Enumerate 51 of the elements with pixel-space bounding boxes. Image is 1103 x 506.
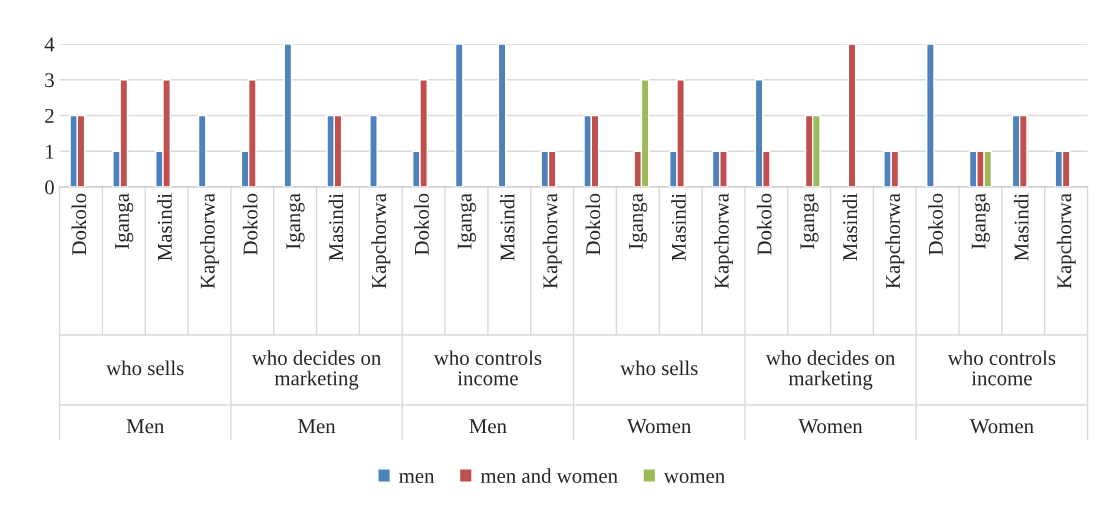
x-tick-label: Dokolo — [928, 193, 943, 255]
text: Men — [469, 419, 507, 434]
x-tick-label: Dokolo — [756, 193, 772, 255]
x-tick-label: Iganga — [115, 193, 134, 249]
y-tick-label: 4 — [44, 37, 55, 52]
text: who controls income — [947, 350, 1056, 386]
x-tick-label: Dokolo — [585, 193, 601, 255]
text: who sells — [620, 360, 698, 376]
x-tick-label: Masindi — [157, 193, 172, 261]
bar — [847, 44, 857, 187]
x-tick-label: Masindi — [842, 193, 858, 261]
y-tick-label: 2 — [45, 108, 54, 123]
legend-label: women — [663, 473, 725, 484]
legend-label: men and women — [480, 468, 618, 484]
x-tick-label: Dokolo — [414, 193, 429, 255]
bar — [369, 114, 378, 187]
text: Men — [126, 419, 165, 434]
text: Women — [969, 419, 1034, 434]
legend-label: men — [399, 473, 435, 484]
bar — [926, 44, 935, 187]
text: Women — [627, 419, 692, 434]
bar — [454, 44, 464, 187]
x-tick-label: Iganga — [457, 193, 476, 249]
text: Men — [298, 419, 336, 434]
x-tick-label: Masindi — [671, 193, 686, 261]
x-tick-label: Kapchorwa — [885, 193, 905, 289]
x-tick-label: Iganga — [286, 193, 305, 249]
x-tick-label: Dokolo — [71, 193, 87, 255]
text: who decides on marketing — [765, 350, 896, 390]
bar — [197, 114, 207, 187]
text: who sells — [106, 360, 184, 376]
x-tick-label: Masindi — [499, 193, 515, 261]
x-tick-label: Kapchorwa — [371, 193, 391, 289]
text: who decides on marketing — [251, 350, 382, 390]
x-tick-label: Iganga — [971, 193, 990, 249]
bar — [283, 44, 293, 187]
y-tick-label: 1 — [46, 144, 54, 159]
x-tick-label: Masindi — [328, 193, 344, 261]
y-tick-label: 3 — [45, 73, 54, 88]
x-tick-label: Kapchorwa — [714, 193, 733, 289]
x-tick-label: Kapchorwa — [542, 193, 562, 289]
x-tick-label: Iganga — [800, 193, 819, 249]
x-tick-label: Dokolo — [242, 193, 258, 255]
y-tick-label: 0 — [45, 180, 54, 195]
x-tick-label: Kapchorwa — [200, 193, 219, 289]
text: Women — [798, 419, 863, 434]
bar — [497, 44, 507, 187]
text: who controls income — [433, 350, 542, 386]
x-tick-label: Kapchorwa — [1056, 193, 1076, 289]
x-tick-label: Iganga — [629, 193, 648, 249]
x-tick-label: Masindi — [1013, 193, 1029, 261]
